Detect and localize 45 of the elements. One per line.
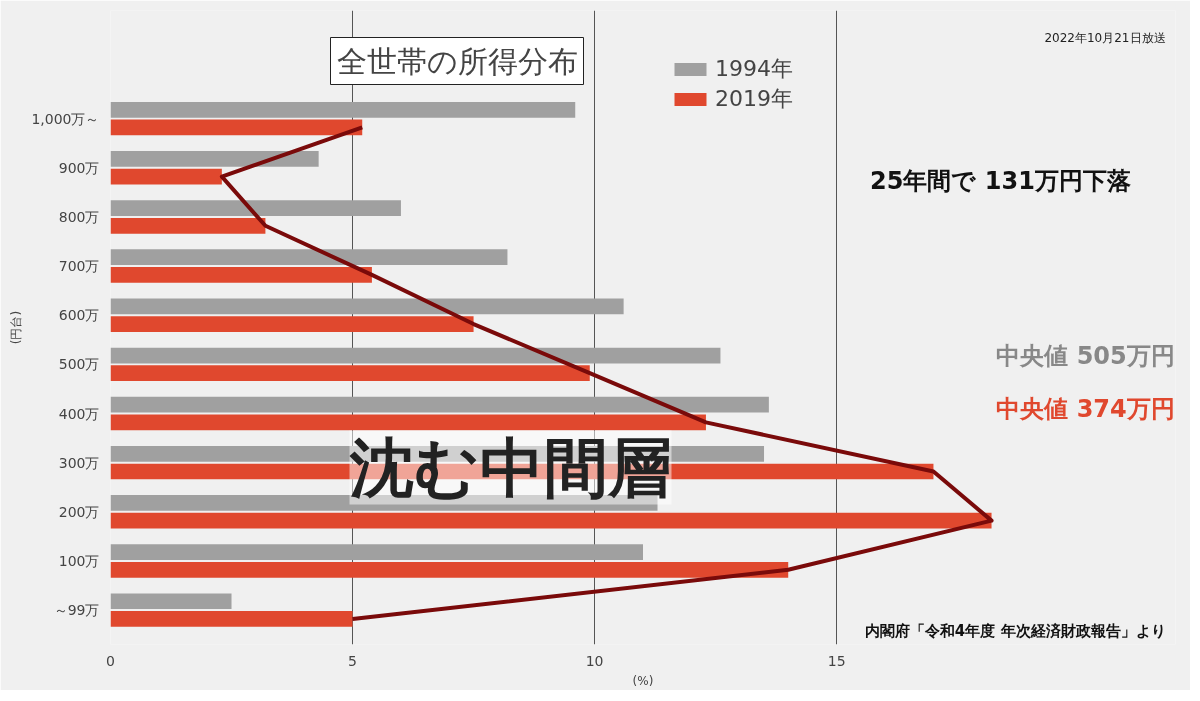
y-axis-title: (円台) [9,310,24,345]
bar [110,544,643,560]
bar [110,512,992,529]
legend-label: 2019年 [715,85,793,113]
y-tick-label: 1,000万～ [31,110,100,127]
y-tick-label: 500万 [58,356,100,373]
bar [110,347,721,364]
annotation: 25年間で 131万円下落 [870,166,1131,195]
annotation: 中央値 505万円 [996,341,1175,370]
bar [110,316,474,332]
text: 2022年10月21日放送 [1044,30,1166,45]
bar [110,101,576,118]
bar [110,200,401,216]
bar [110,414,706,431]
x-tick-label: 15 [827,652,846,669]
bar [110,561,789,578]
bar [110,267,372,283]
y-tick-label: 200万 [58,503,100,520]
y-tick-label: 900万 [58,159,100,176]
chart-title: 全世帯の所得分布 [336,43,578,79]
y-tick-label: 100万 [58,552,100,569]
y-tick-label: 700万 [58,258,100,275]
bar [110,365,590,382]
x-tick-label: 0 [106,652,115,669]
bar [110,217,266,234]
x-axis-title: (%) [632,673,654,688]
y-tick-label: 600万 [58,307,100,324]
y-tick-label: 400万 [58,405,100,422]
y-tick-label: ～99万 [53,602,100,619]
x-tick-label: 10 [585,652,604,669]
bar [110,119,363,136]
bar [110,151,319,167]
legend-label: 1994年 [715,55,793,83]
bar [110,298,624,315]
bar [110,593,232,610]
annotation: 内閣府「令和4年度 年次経済財政報告」より [864,621,1166,640]
annotation: 沈む中間層 [348,430,672,505]
annotation: 中央値 374万円 [996,394,1175,423]
bar [110,396,769,413]
x-tick-label: 5 [348,652,358,669]
bar [110,168,222,185]
y-tick-label: 300万 [58,454,100,471]
bar [110,249,508,266]
bar [110,611,353,627]
y-tick-label: 800万 [58,208,100,225]
